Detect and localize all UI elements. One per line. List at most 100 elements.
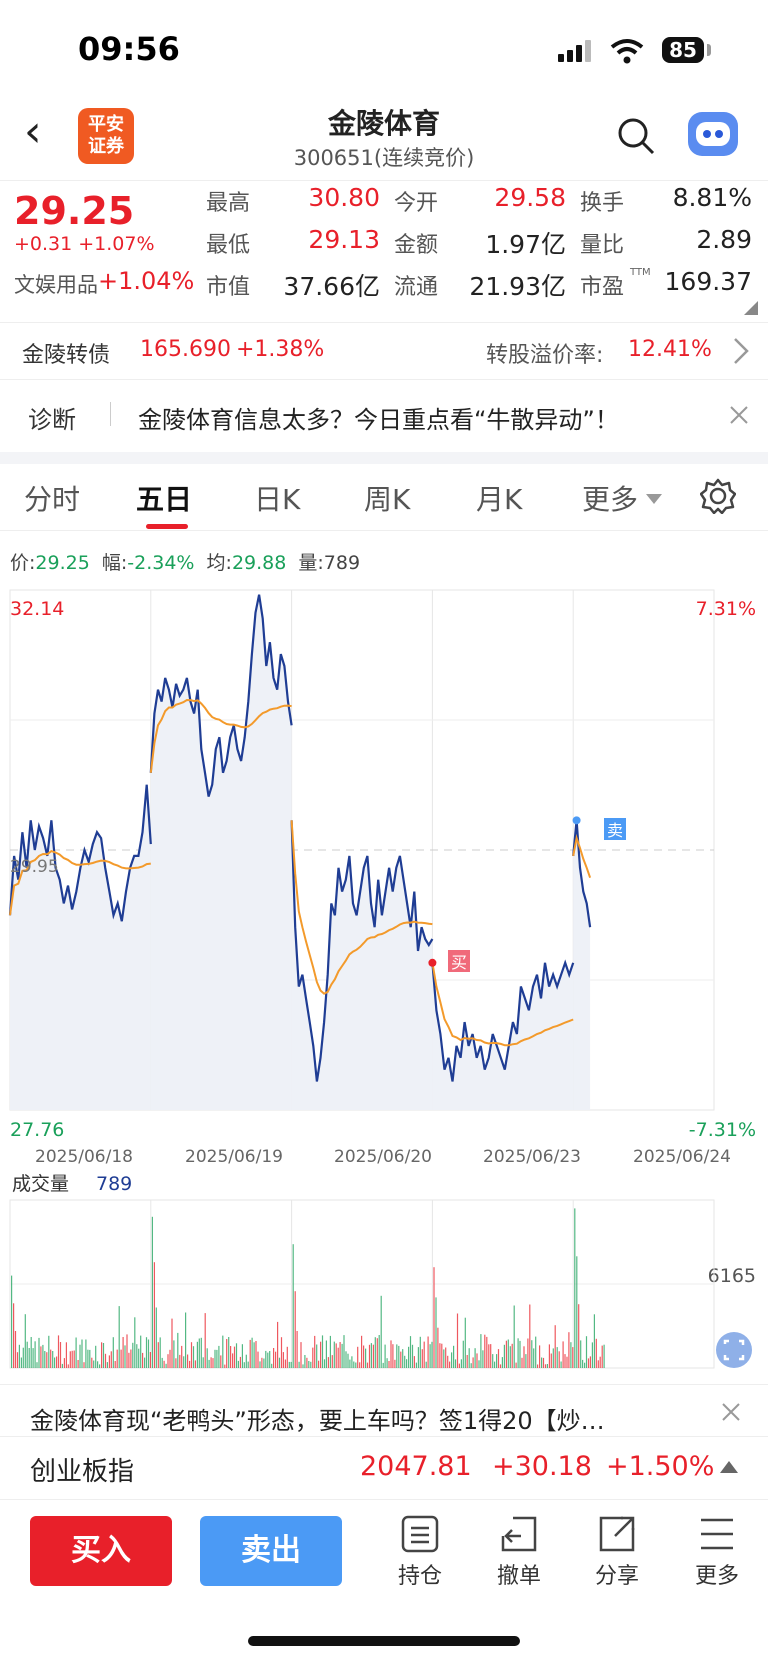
volume-bar [314,1335,316,1368]
sector-label[interactable]: 文娱用品 [14,273,98,297]
volume-bar [194,1360,196,1368]
volume-bar [20,1357,22,1368]
volume-bar [57,1335,60,1368]
high-value: 30.80 [308,183,380,212]
assistant-robot-icon[interactable] [688,112,738,156]
bond-price: 165.690 [140,337,231,362]
chevron-right-icon[interactable] [732,337,750,365]
volume-bar [34,1341,36,1368]
volume-bar [376,1338,378,1368]
sell-dot [572,816,581,825]
status-time: 09:56 [78,30,180,68]
volume-chart[interactable]: 成交量 789 6165 [0,1168,768,1380]
volume-bar [435,1297,437,1368]
expand-corner-icon[interactable] [744,301,758,315]
x-label-0618: 2025/06/18 [35,1147,133,1167]
tab-more[interactable]: 更多 [582,483,639,516]
x-label-0624: 2025/06/24 [633,1147,731,1167]
volume-bar [417,1347,419,1368]
buy-marker[interactable]: 买 [448,950,470,972]
volume-bar [83,1362,85,1368]
volume-bar [464,1317,466,1368]
volume-bar [361,1335,363,1368]
caret-up-icon[interactable] [720,1461,738,1473]
diagnose-banner[interactable]: 诊断 金陵体育信息太多？今日重点看“牛散异动”！ [0,380,768,452]
premium-label: 转股溢价率: [486,343,604,368]
search-icon[interactable] [616,116,656,156]
y-mid-label: 29.95 [10,857,59,877]
volume-bar [243,1362,245,1368]
volume-bar [212,1358,214,1368]
sell-marker-label: 卖 [607,821,623,840]
five-day-price-chart[interactable]: 32.14 27.76 29.95 7.31% -7.31% 2025/06/1… [0,588,768,1168]
chart-period-tabs: 分时 五日 日K 周K 月K 更多 [0,464,768,531]
tab-intraday[interactable]: 分时 [24,483,81,516]
volume-bar [280,1337,283,1368]
volume-bar [388,1361,390,1368]
close-icon[interactable] [728,404,750,426]
bottom-toolbar: 买入 卖出 持仓 撤单 分享 更多 [0,1498,768,1663]
pct-bottom-label: -7.31% [689,1119,756,1141]
convertible-bond-row[interactable]: 金陵转债 165.690 +1.38% 转股溢价率: 12.41% [0,322,768,380]
volume-bar [259,1361,261,1368]
volume-bar [302,1364,304,1368]
day-area-1 [150,594,292,1110]
volume-bar [321,1335,324,1368]
open-value: 29.58 [494,183,566,212]
volume-bar [331,1355,333,1368]
volume-bar [533,1348,535,1368]
volume-bar [28,1348,30,1368]
tab-five-day[interactable]: 五日 [136,483,193,516]
sell-marker[interactable]: 卖 [604,818,626,840]
sell-button[interactable]: 卖出 [200,1516,342,1586]
volume-bar [277,1321,279,1368]
y-top-label: 32.14 [10,598,64,620]
volume-bar [263,1358,265,1368]
trade-markers [428,816,581,967]
volume-bar [582,1359,584,1368]
volume-bar [153,1262,155,1368]
more-button[interactable]: 更多 [682,1514,752,1590]
close-icon[interactable] [720,1401,742,1423]
share-button[interactable]: 分享 [582,1514,652,1590]
buy-button[interactable]: 买入 [30,1516,172,1586]
gear-icon[interactable] [700,478,736,514]
volume-bar [196,1341,198,1368]
volume-bar [447,1355,449,1368]
cancel-order-button[interactable]: 撤单 [484,1514,554,1590]
battery-tip [707,44,711,56]
tab-daily-k[interactable]: 日K [254,483,301,516]
volume-bar [527,1338,529,1368]
volume-bar [48,1335,50,1368]
volume-bar [480,1334,482,1368]
volume-bar [286,1346,288,1368]
volume-bar [505,1340,507,1368]
volume-bar [325,1340,327,1368]
volume-bar [65,1342,67,1368]
volume-bar [171,1318,173,1368]
tab-weekly-k[interactable]: 周K [364,483,411,516]
volume-bar [501,1357,503,1368]
tab-monthly-k[interactable]: 月K [476,483,523,516]
cellular-signal-icon [558,40,591,62]
turnover-value: 8.81% [672,183,752,212]
volume-bar [42,1344,44,1368]
volume-bar [112,1337,114,1368]
index-bar[interactable]: 创业板指 2047.81 +30.18 +1.50% [0,1436,768,1500]
dropdown-triangle-icon[interactable] [646,494,662,504]
float-label: 流通 [394,275,439,300]
holdings-button[interactable]: 持仓 [385,1514,455,1590]
volume-bar [118,1306,120,1368]
high-label: 最高 [206,191,251,216]
volume-bar [232,1353,234,1368]
status-bar: 09:56 85 [0,0,768,96]
volume-bar [124,1345,126,1368]
news-ticker[interactable]: 金陵体育现“老鸭头”形态，要上车吗？签1得20【炒… [0,1384,768,1437]
volume-bar [427,1336,429,1368]
back-chevron-icon[interactable]: ‹ [24,106,42,157]
volume-bar [316,1344,318,1368]
volume-bar [104,1353,107,1368]
fullscreen-icon[interactable] [716,1332,752,1368]
volume-bar [333,1341,335,1368]
mcap-value: 37.66亿 [283,272,380,301]
